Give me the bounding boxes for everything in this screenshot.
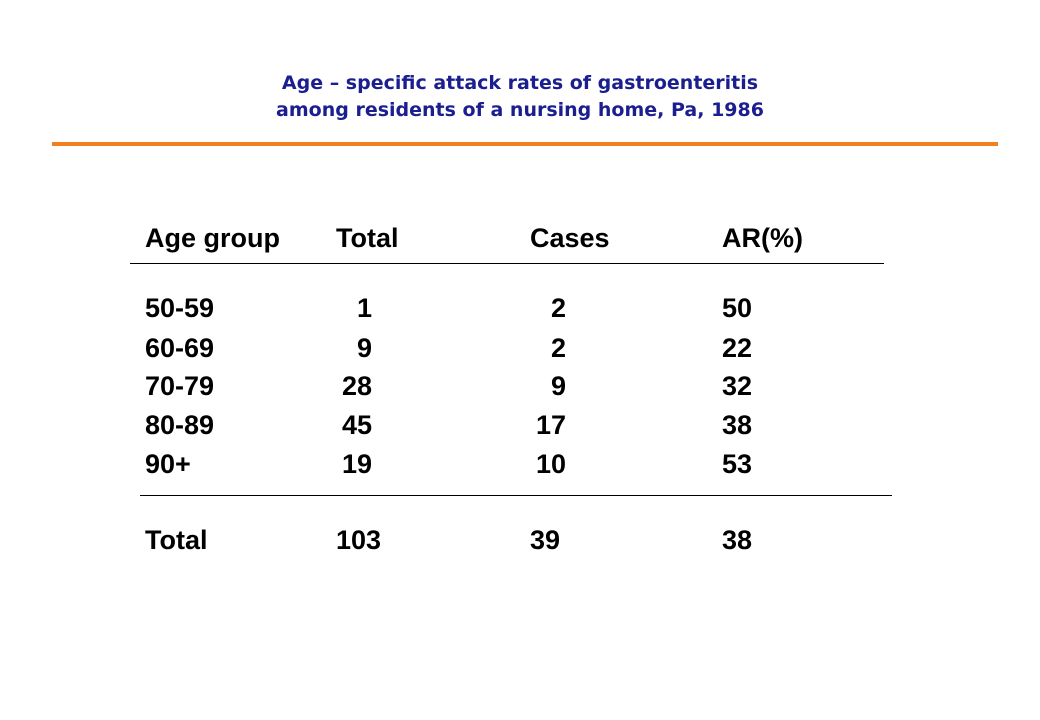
cell-ar: 38 xyxy=(722,410,753,440)
cell-age-group: 90+ xyxy=(145,449,191,479)
total-row: Total 103 39 38 xyxy=(0,520,1040,560)
table-row: 60-69 9 2 22 xyxy=(0,328,1040,368)
table-row: 50-59 1 2 50 xyxy=(0,288,1040,328)
cell-age-group: 80-89 xyxy=(145,410,215,440)
title-line-2: among residents of a nursing home, Pa, 1… xyxy=(276,99,764,121)
cell-ar: 32 xyxy=(722,371,753,401)
cell-cases: 17 xyxy=(535,410,566,440)
header-ar: AR(%) xyxy=(722,223,803,253)
table-row: 70-79 28 9 32 xyxy=(0,366,1040,406)
orange-divider xyxy=(52,142,998,146)
cell-total: 9 xyxy=(356,333,372,363)
cell-ar: 53 xyxy=(722,449,753,479)
cell-age-group: 50-59 xyxy=(145,293,215,323)
header-rule xyxy=(130,263,884,264)
header-total: Total xyxy=(336,223,399,253)
total-label: Total xyxy=(145,525,208,555)
table-header-row: Age group Total Cases AR(%) xyxy=(0,218,1040,258)
total-total: 103 xyxy=(336,525,382,555)
header-age-group: Age group xyxy=(145,223,280,253)
cell-cases: 9 xyxy=(550,371,566,401)
title-line-1: Age – specific attack rates of gastroent… xyxy=(281,72,759,94)
table-row: 80-89 45 17 38 xyxy=(0,405,1040,445)
cell-cases: 10 xyxy=(535,449,566,479)
cell-total: 45 xyxy=(341,410,372,440)
cell-total: 1 xyxy=(356,293,372,323)
total-ar: 38 xyxy=(722,525,753,555)
cell-total: 28 xyxy=(341,371,372,401)
cell-ar: 22 xyxy=(722,333,753,363)
cell-total: 19 xyxy=(341,449,372,479)
table-row: 90+ 19 10 53 xyxy=(0,444,1040,484)
cell-cases: 2 xyxy=(550,333,566,363)
header-cases: Cases xyxy=(530,223,610,253)
total-rule xyxy=(140,495,892,496)
total-cases: 39 xyxy=(530,525,561,555)
cell-cases: 2 xyxy=(550,293,566,323)
cell-age-group: 70-79 xyxy=(145,371,215,401)
cell-age-group: 60-69 xyxy=(145,333,215,363)
cell-ar: 50 xyxy=(722,293,753,323)
